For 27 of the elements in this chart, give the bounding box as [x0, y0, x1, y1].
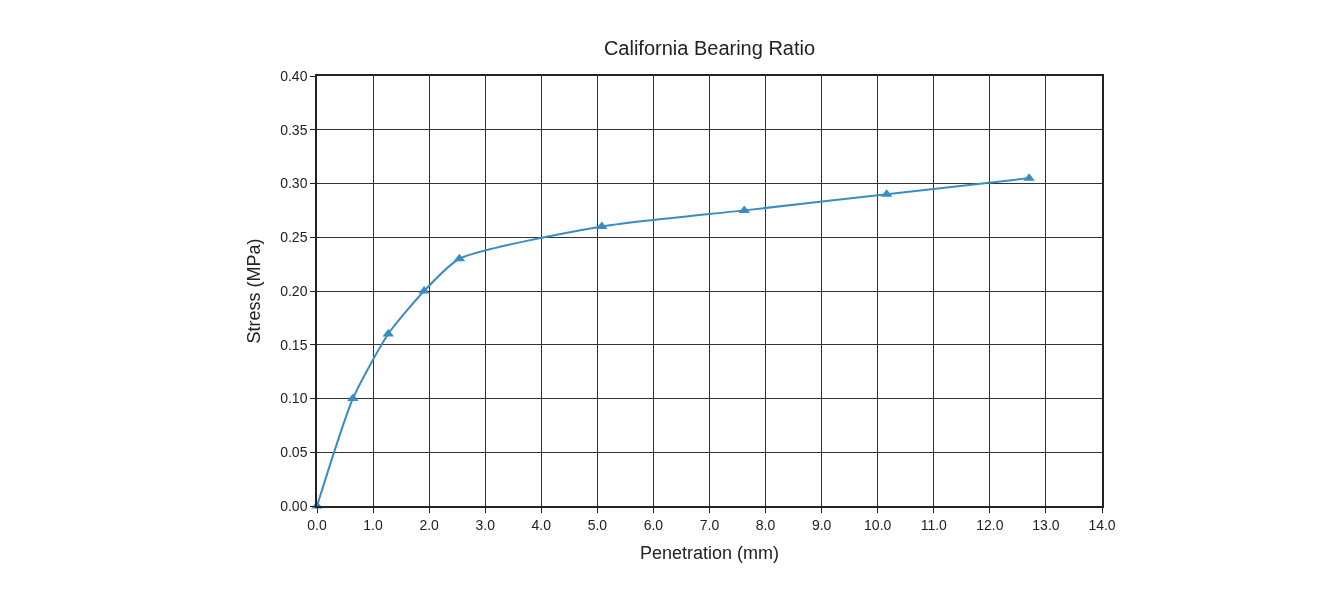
- y-tick-label: 0.25: [280, 229, 308, 246]
- x-tick-label: 1.0: [363, 516, 384, 533]
- y-tick-label: 0.15: [280, 336, 308, 353]
- y-tick-label: 0.20: [280, 282, 308, 299]
- y-tick-label: 0.00: [280, 497, 308, 514]
- chart-title: California Bearing Ratio: [603, 36, 816, 59]
- y-tick-label: 0.35: [280, 121, 308, 138]
- y-tick-label: 0.40: [280, 67, 308, 84]
- x-tick-label: 9.0: [811, 516, 832, 533]
- x-tick-label: 2.0: [419, 516, 440, 533]
- y-tick-label: 0.10: [280, 390, 308, 407]
- y-tick-label: 0.05: [280, 444, 308, 461]
- x-tick-label: 6.0: [643, 516, 664, 533]
- x-tick-label: 7.0: [699, 516, 720, 533]
- x-tick-label: 0.0: [307, 516, 327, 533]
- x-tick-label: 12.0: [976, 516, 1004, 533]
- x-tick-label: 8.0: [755, 516, 776, 533]
- x-tick-label: 3.0: [475, 516, 496, 533]
- x-tick-label: 13.0: [1032, 516, 1060, 533]
- x-tick-label: 11.0: [920, 516, 948, 533]
- x-tick-label: 5.0: [587, 516, 608, 533]
- y-axis-title: Stress (MPa): [243, 238, 264, 344]
- x-tick-label: 14.0: [1088, 516, 1116, 533]
- x-axis-title: Penetration (mm): [639, 543, 780, 564]
- y-tick-label: 0.30: [280, 175, 308, 192]
- x-tick-label: 10.0: [864, 516, 892, 533]
- x-tick-label: 4.0: [531, 516, 552, 533]
